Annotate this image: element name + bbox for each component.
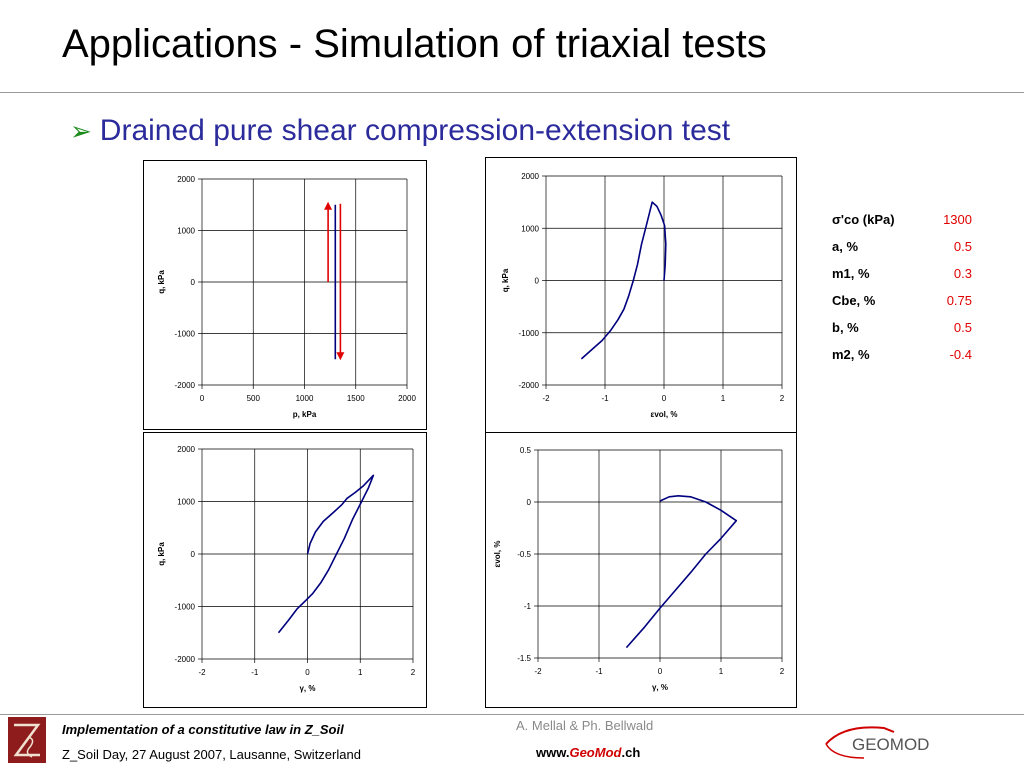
x-axis-label: γ, % <box>299 684 315 693</box>
parameter-row: σ'co (kPa) 1300 <box>832 212 972 239</box>
x-axis-label: γ, % <box>652 683 668 692</box>
x-tick-label: 1 <box>721 394 726 403</box>
y-tick-label: 0.5 <box>520 446 532 455</box>
bullet-item: ➢ Drained pure shear compression-extensio… <box>70 114 730 148</box>
x-tick-label: -1 <box>601 394 609 403</box>
y-axis-label: q, kPa <box>501 268 510 292</box>
x-tick-label: 1000 <box>296 394 314 403</box>
arrowhead-icon <box>324 201 333 210</box>
x-tick-label: -2 <box>534 667 542 676</box>
chart-panel-evol-gamma: -2 -1 0 1 2 0.5 0 -0.5 -1 -1.5 γ, % εvol, % <box>485 432 797 708</box>
y-tick-label: 2000 <box>177 445 195 454</box>
parameter-name: m1, % <box>832 266 870 281</box>
footer-authors: A. Mellal & Ph. Bellwald <box>516 718 654 733</box>
chart-panel-q-evol: -2 -1 0 1 2 2000 1000 0 -1000 -2000 εvol, % q, kPa <box>485 157 797 434</box>
x-tick-label: 1500 <box>347 394 365 403</box>
x-tick-label: -1 <box>595 667 603 676</box>
series-line <box>625 494 738 649</box>
y-axis-label: q, kPa <box>157 270 166 294</box>
svg-text:GEOMOD: GEOMOD <box>852 735 929 754</box>
y-tick-label: -1000 <box>519 329 540 338</box>
parameter-name: Cbe, % <box>832 293 876 308</box>
arrow-bullet-icon: ➢ <box>70 116 92 146</box>
y-tick-label: 0 <box>535 277 540 286</box>
chart-q-gamma: -2 -1 0 1 2 2000 1000 0 -1000 -2000 γ, % q, kPa <box>157 445 416 693</box>
parameter-row: a, % 0.5 <box>832 239 972 266</box>
x-tick-label: 0 <box>662 394 667 403</box>
y-axis-label: q, kPa <box>157 542 166 566</box>
footer-event: Z_Soil Day, 27 August 2007, Lausanne, Sw… <box>62 747 361 762</box>
y-tick-label: 1000 <box>177 498 195 507</box>
x-tick-label: 2 <box>411 668 416 677</box>
y-axis-label: εvol, % <box>493 541 502 568</box>
chart-panel-q-gamma: -2 -1 0 1 2 2000 1000 0 -1000 -2000 γ, % q, kPa <box>143 432 427 708</box>
geomod-logo: GEOMOD <box>824 722 956 762</box>
chart-q-p: 0 500 1000 1500 2000 2000 1000 0 -1000 -2000 p, kP… <box>157 175 416 419</box>
parameter-value: 0.5 <box>953 239 972 254</box>
x-axis-label: p, kPa <box>293 410 317 419</box>
x-tick-label: 2 <box>780 394 785 403</box>
x-tick-label: 0 <box>200 394 205 403</box>
parameter-name: a, % <box>832 239 859 254</box>
series-line <box>277 474 375 634</box>
parameter-value: 0.3 <box>953 266 972 281</box>
y-tick-label: 2000 <box>521 172 539 181</box>
x-tick-label: 0 <box>658 667 663 676</box>
x-axis-label: εvol, % <box>651 410 678 419</box>
parameter-name: m2, % <box>832 347 870 362</box>
x-tick-label: -2 <box>542 394 550 403</box>
y-tick-label: -2000 <box>519 381 540 390</box>
parameter-row: m1, % 0.3 <box>832 266 972 293</box>
y-tick-label: 2000 <box>177 175 195 184</box>
y-tick-label: -1.5 <box>517 654 531 663</box>
title-divider <box>0 92 1024 93</box>
y-tick-label: 1000 <box>177 227 195 236</box>
y-tick-label: 0 <box>191 278 196 287</box>
x-tick-label: 500 <box>247 394 261 403</box>
chart-q-evol: -2 -1 0 1 2 2000 1000 0 -1000 -2000 εvol, % q, kPa <box>501 172 785 419</box>
y-tick-label: 0 <box>191 550 196 559</box>
bullet-text: Drained pure shear compression-extension… <box>99 114 731 147</box>
y-tick-label: -1 <box>524 602 532 611</box>
y-tick-label: -1000 <box>175 603 196 612</box>
parameter-name: b, % <box>832 320 859 335</box>
parameter-row: m2, % -0.4 <box>832 347 972 374</box>
footer-website[interactable]: www.GeoMod.ch <box>536 745 641 760</box>
x-tick-label: 1 <box>358 668 363 677</box>
series-line <box>580 201 667 360</box>
footer-title: Implementation of a constitutive law in … <box>62 722 344 737</box>
chart-panel-q-p: 0 500 1000 1500 2000 2000 1000 0 -1000 -2000 p, kP… <box>143 160 427 430</box>
x-tick-label: 1 <box>719 667 724 676</box>
parameter-value: -0.4 <box>949 347 972 362</box>
x-tick-label: 2000 <box>398 394 416 403</box>
parameter-row: b, % 0.5 <box>832 320 972 347</box>
zsoil-logo <box>8 717 46 763</box>
chart-evol-gamma: -2 -1 0 1 2 0.5 0 -0.5 -1 -1.5 γ, % εvol, % <box>493 446 785 692</box>
y-tick-label: 1000 <box>521 224 539 233</box>
parameter-value: 0.5 <box>953 320 972 335</box>
y-tick-label: -2000 <box>175 381 196 390</box>
parameter-table: σ'co (kPa) 1300 a, % 0.5 m1, % 0.3 Cbe, % 0.75 b… <box>832 212 972 374</box>
parameter-row: Cbe, % 0.75 <box>832 293 972 320</box>
x-tick-label: 0 <box>305 668 310 677</box>
parameter-name: σ'co (kPa) <box>832 212 895 227</box>
x-tick-label: -1 <box>251 668 259 677</box>
x-tick-label: -2 <box>198 668 206 677</box>
y-tick-label: -1000 <box>175 330 196 339</box>
slide-title: Applications - Simulation of triaxial te… <box>62 22 767 66</box>
parameter-value: 1300 <box>943 212 972 227</box>
footer-divider <box>0 714 1024 715</box>
y-tick-label: 0 <box>527 498 532 507</box>
y-tick-label: -2000 <box>175 655 196 664</box>
x-tick-label: 2 <box>780 667 785 676</box>
parameter-value: 0.75 <box>946 293 972 308</box>
y-tick-label: -0.5 <box>517 550 531 559</box>
arrowhead-icon <box>336 352 345 361</box>
